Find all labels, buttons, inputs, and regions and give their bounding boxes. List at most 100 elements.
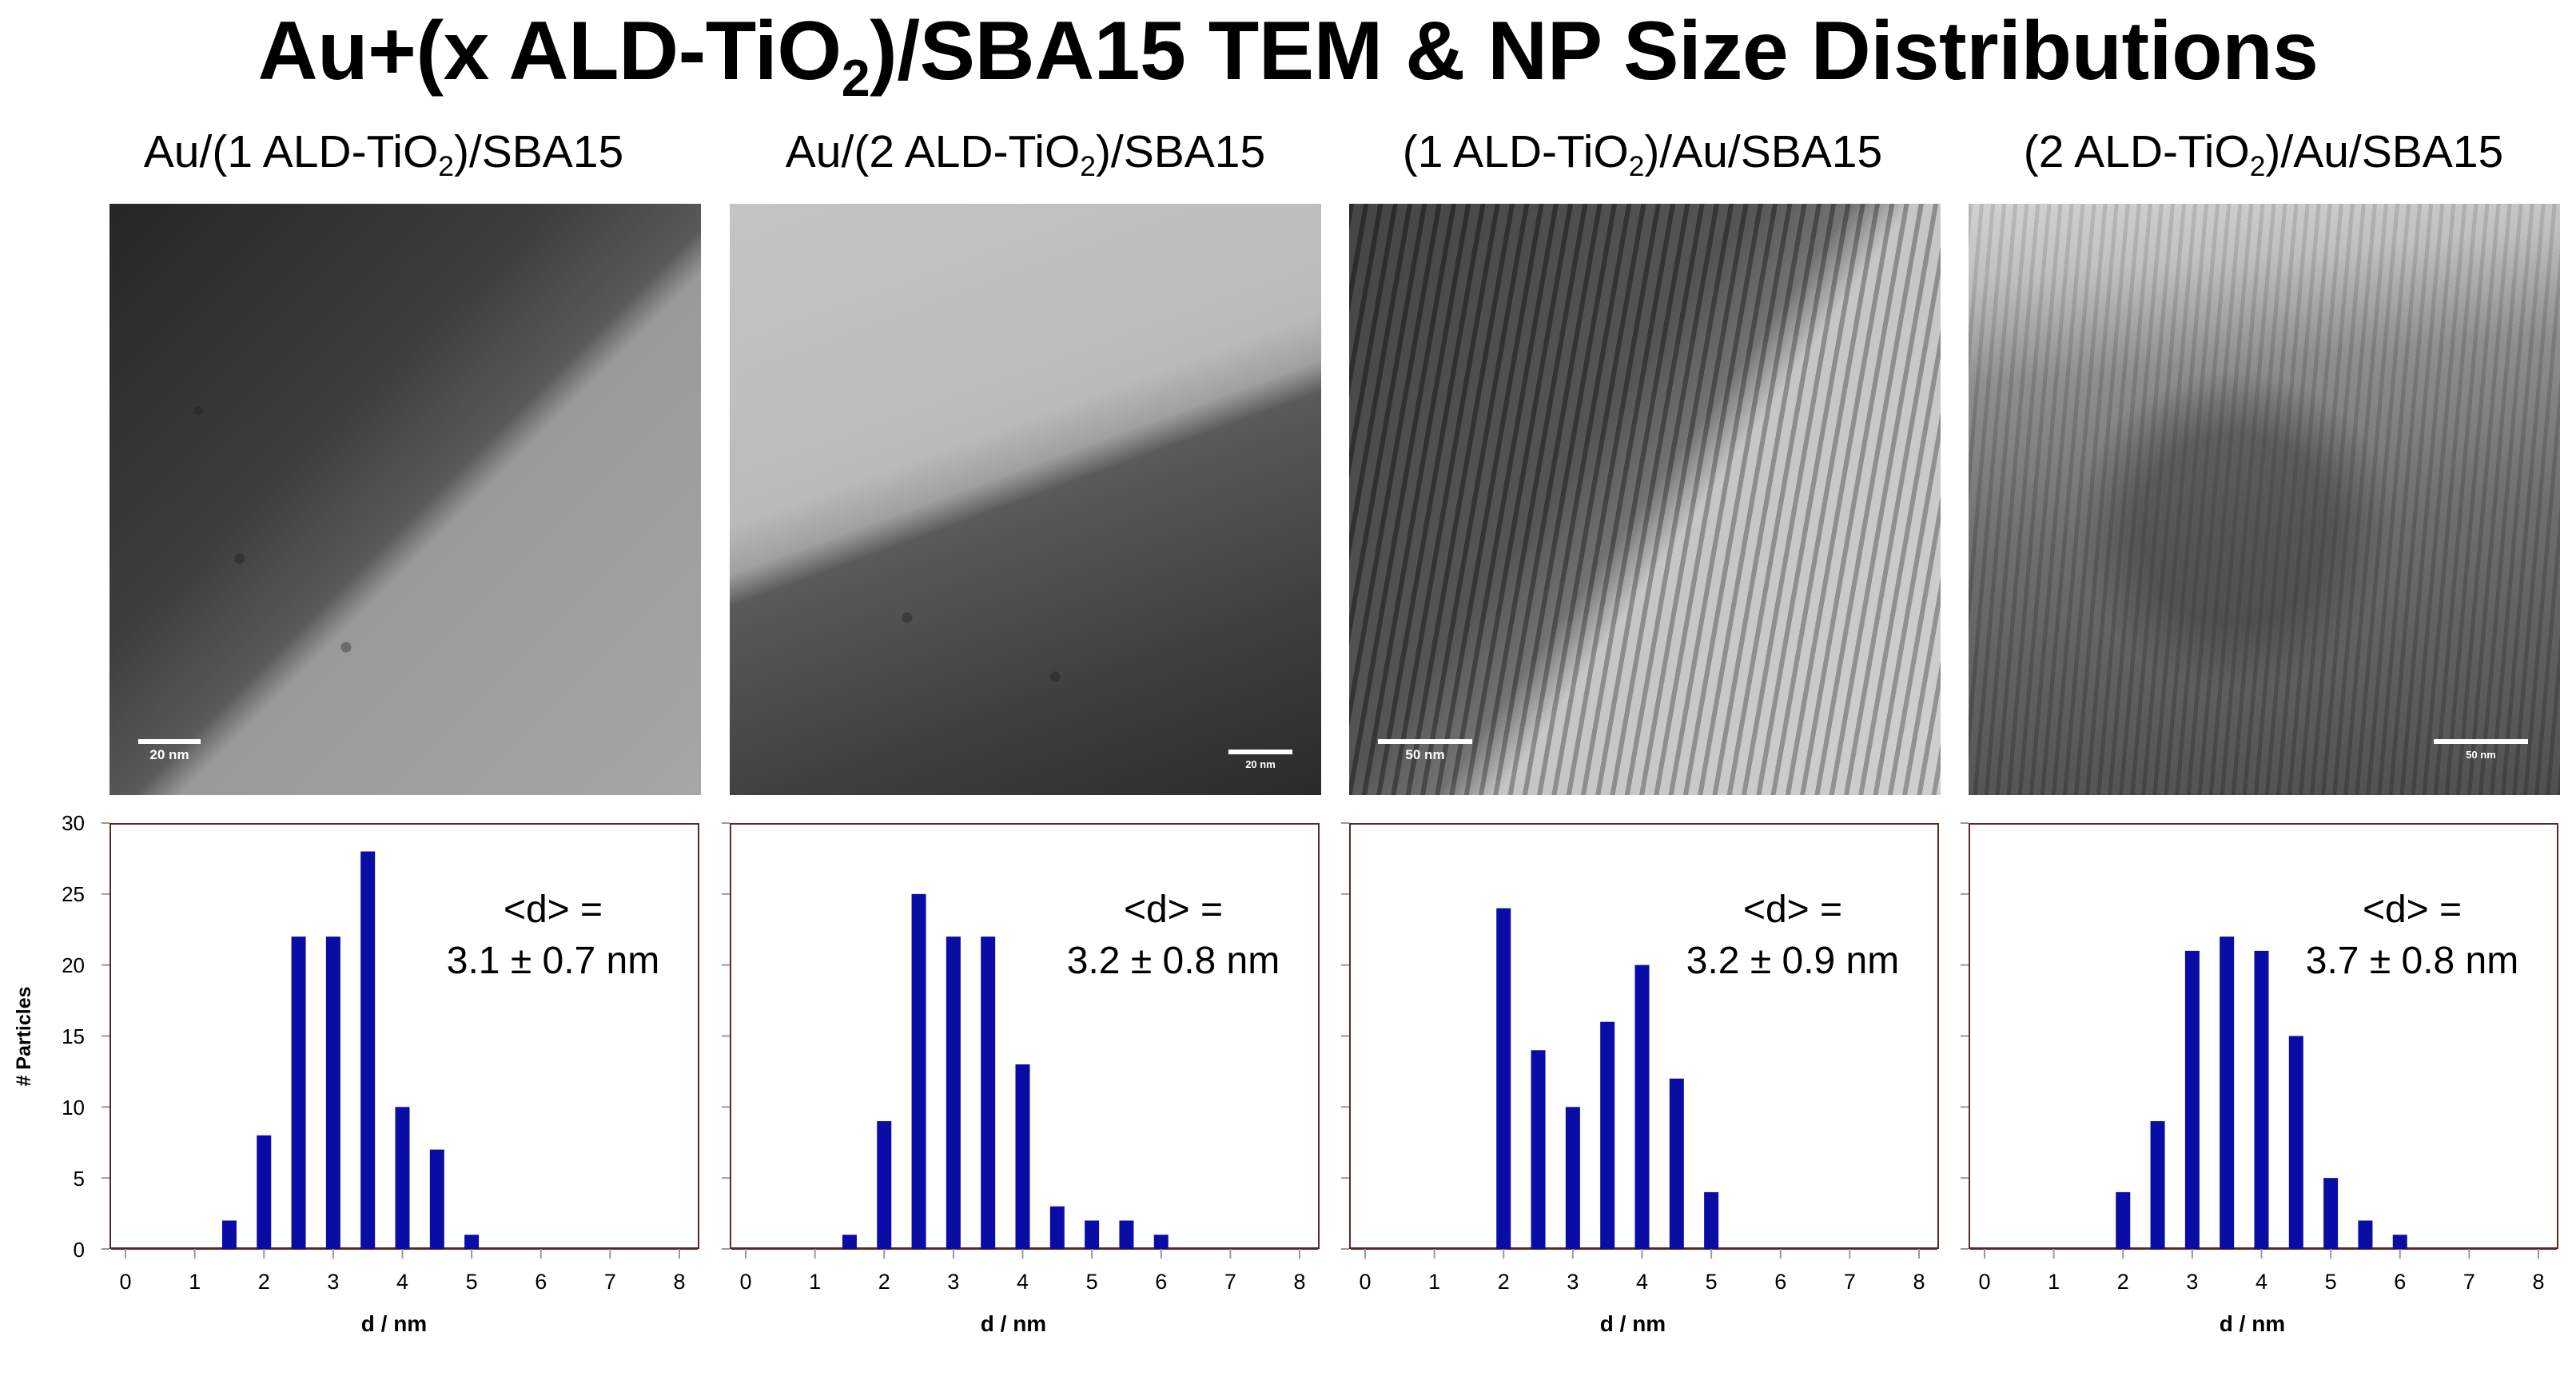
y-tick-label: 15 <box>62 1024 85 1048</box>
scale-bar-4 <box>2434 739 2528 744</box>
histogram-bar <box>2254 950 2269 1249</box>
panel-2-title-sub: 2 <box>1080 151 1096 183</box>
title-suffix: )/SBA15 TEM & NP Size Distributions <box>870 5 2319 97</box>
histogram-bar <box>842 1235 857 1249</box>
x-tick-label: 7 <box>1224 1270 1236 1294</box>
panel-2-title-post: )/SBA15 <box>1095 126 1266 177</box>
histogram-bar <box>1015 1064 1030 1249</box>
x-tick-label: 1 <box>809 1270 821 1294</box>
x-tick-label: 6 <box>1155 1270 1167 1294</box>
histogram-bar <box>1085 1220 1100 1249</box>
x-tick-label: 2 <box>878 1270 890 1294</box>
y-tick-label: 0 <box>73 1238 85 1262</box>
panel-4-title-sub: 2 <box>2249 151 2266 183</box>
scale-bar-2 <box>1228 750 1292 754</box>
x-tick-label: 3 <box>327 1270 339 1294</box>
scale-label-4: 50 nm <box>2466 749 2496 761</box>
panel-1-title: Au/(1 ALD-TiO2)/SBA15 <box>88 120 679 190</box>
x-tick-label: 2 <box>1498 1270 1510 1294</box>
avg-line-2-2: 3.2 ± 0.8 nm <box>1066 940 1280 982</box>
histogram-bar <box>257 1135 272 1249</box>
histogram-bar <box>877 1121 892 1249</box>
x-tick-label: 2 <box>258 1270 270 1294</box>
x-axis-label-4: d / nm <box>2219 1311 2286 1336</box>
avg-line-4-2: 3.7 ± 0.8 nm <box>2305 940 2519 982</box>
histogram-bar <box>464 1235 480 1249</box>
histogram-bar <box>360 851 376 1249</box>
x-tick-label: 3 <box>947 1270 959 1294</box>
histogram-bar <box>1496 908 1511 1249</box>
x-tick-label: 3 <box>1567 1270 1579 1294</box>
y-tick-label: 25 <box>62 882 85 906</box>
y-tick-label: 10 <box>62 1096 85 1119</box>
title-subscript: 2 <box>841 49 870 107</box>
panel-2-title-pre: Au/(2 ALD-TiO <box>785 126 1081 177</box>
x-tick-label: 0 <box>119 1270 131 1294</box>
histogram-bar <box>1600 1021 1615 1249</box>
x-tick-label: 1 <box>1428 1270 1440 1294</box>
histogram-bar <box>1634 964 1650 1249</box>
histogram-bar <box>1049 1206 1065 1249</box>
y-tick-label: 5 <box>73 1167 85 1191</box>
x-tick-label: 6 <box>1774 1270 1786 1294</box>
histogram-bar <box>291 937 306 1249</box>
x-tick-label: 8 <box>1293 1270 1305 1294</box>
x-tick-label: 6 <box>535 1270 547 1294</box>
histogram-bar <box>946 937 961 1249</box>
avg-diameter-2: <d> = 3.2 ± 0.8 nm <box>1037 885 1309 987</box>
x-tick-label: 7 <box>604 1270 616 1294</box>
panel-3-title: (1 ALD-TiO2)/Au/SBA15 <box>1347 120 1938 190</box>
x-tick-label: 1 <box>189 1270 201 1294</box>
histogram-bar <box>2150 1121 2165 1249</box>
x-axis-label-1: d / nm <box>360 1311 428 1336</box>
histogram-bar <box>2184 950 2200 1249</box>
x-tick-label: 5 <box>2325 1270 2337 1294</box>
x-tick-label: 4 <box>1636 1270 1648 1294</box>
x-tick-label: 7 <box>2463 1270 2475 1294</box>
x-tick-label: 7 <box>1844 1270 1856 1294</box>
y-tick-label: 30 <box>62 811 85 835</box>
histogram-bar <box>1531 1050 1546 1249</box>
x-tick-label: 6 <box>2394 1270 2406 1294</box>
x-tick-label: 5 <box>1086 1270 1098 1294</box>
histogram-bar <box>1704 1191 1719 1249</box>
x-tick-label: 8 <box>2532 1270 2544 1294</box>
panel-1-title-pre: Au/(1 ALD-TiO <box>143 126 439 177</box>
scale-label-2: 20 nm <box>1245 758 1276 770</box>
histogram-bar <box>1565 1107 1580 1249</box>
y-tick-label: 20 <box>62 953 85 977</box>
histogram-bar <box>2288 1036 2303 1249</box>
x-tick-label: 3 <box>2186 1270 2198 1294</box>
avg-line-2-1: <d> = <box>1123 889 1224 931</box>
x-tick-label: 0 <box>1978 1270 1990 1294</box>
scale-bar-3 <box>1378 739 1472 744</box>
avg-line-1-2: 3.1 ± 0.7 nm <box>446 940 660 982</box>
histogram-bar <box>429 1149 444 1249</box>
x-tick-label: 2 <box>2117 1270 2129 1294</box>
avg-diameter-3: <d> = 3.2 ± 0.9 nm <box>1657 885 1929 987</box>
avg-line-1-1: <d> = <box>503 889 603 931</box>
histogram-bar <box>395 1107 410 1249</box>
histogram-bar <box>2116 1191 2131 1249</box>
panel-3-title-post: )/Au/SBA15 <box>1644 126 1883 177</box>
title-prefix: Au+(x ALD-TiO <box>257 5 842 97</box>
histogram-bar <box>221 1220 237 1249</box>
panel-3-title-pre: (1 ALD-TiO <box>1402 126 1629 177</box>
scale-label-1: 20 nm <box>149 747 189 762</box>
panel-3-title-sub: 2 <box>1628 151 1645 183</box>
panel-4-title: (2 ALD-TiO2)/Au/SBA15 <box>1968 120 2559 190</box>
x-tick-label: 5 <box>1706 1270 1718 1294</box>
histogram-bar <box>911 893 926 1249</box>
x-tick-label: 0 <box>739 1270 751 1294</box>
panel-1-title-sub: 2 <box>438 151 454 183</box>
panel-2-title: Au/(2 ALD-TiO2)/SBA15 <box>730 120 1321 190</box>
x-tick-label: 0 <box>1359 1270 1371 1294</box>
scale-label-3: 50 nm <box>1405 747 1445 762</box>
avg-line-3-1: <d> = <box>1742 889 1843 931</box>
avg-diameter-1: <d> = 3.1 ± 0.7 nm <box>417 885 689 987</box>
scale-bar-1 <box>138 739 201 744</box>
x-tick-label: 8 <box>1913 1270 1925 1294</box>
avg-diameter-4: <d> = 3.7 ± 0.8 nm <box>2276 885 2548 987</box>
panel-4-title-pre: (2 ALD-TiO <box>2023 126 2250 177</box>
histogram-bar <box>1153 1235 1169 1249</box>
